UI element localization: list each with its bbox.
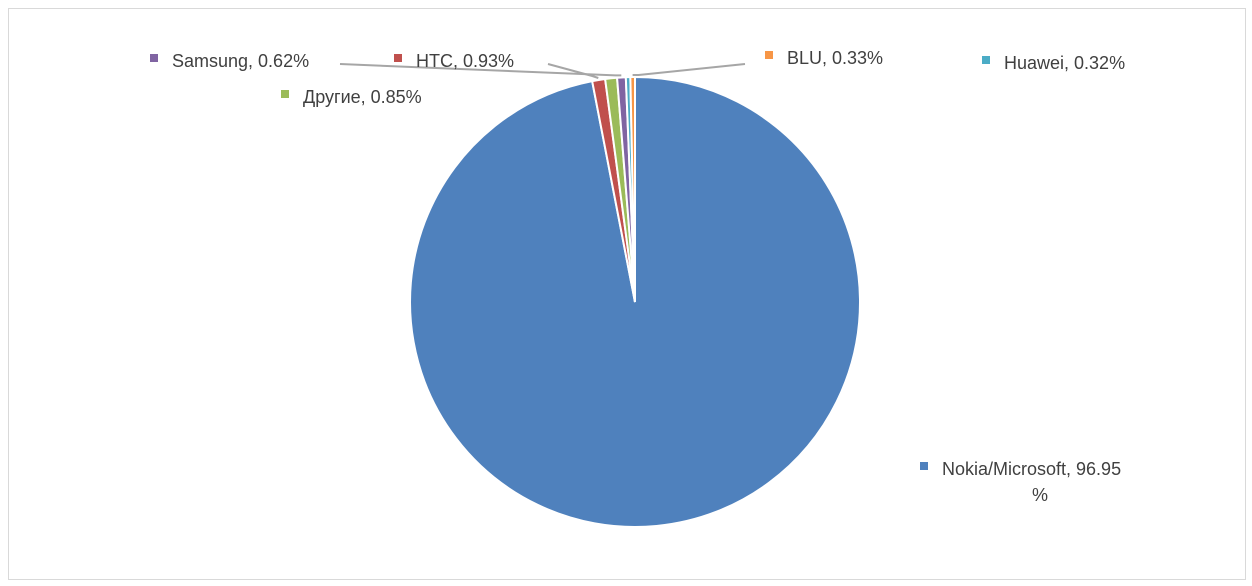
leader-line-4 [339,63,622,77]
label-key-3 [281,90,289,98]
label-key-6 [765,51,773,59]
data-labels: Nokia/Microsoft, 96.95 % HTC, 0.93% Другие,… [150,48,1125,505]
data-label-1: Nokia/Microsoft, 96.95% [942,459,1121,505]
data-label-5: Huawei, 0.32% [1004,53,1125,73]
leader-lines [339,63,746,79]
data-label-4: Samsung, 0.62% [172,51,309,71]
label-key-2 [394,54,402,62]
data-label-3: Другие, 0.85% [303,87,422,107]
leader-line-6 [632,63,746,77]
data-label-6: BLU, 0.33% [787,48,883,68]
label-key-5 [982,56,990,64]
label-key-1 [920,462,928,470]
label-key-4 [150,54,158,62]
pie-slice-6 [629,75,636,303]
leader-line-2 [547,63,599,79]
pie-slices [409,75,861,528]
data-label-2: HTC, 0.93% [416,51,514,71]
